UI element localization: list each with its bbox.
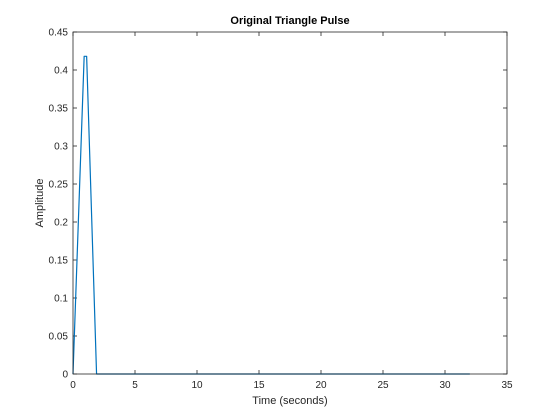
y-tick-label: 0 (62, 370, 68, 381)
plot-area (73, 32, 507, 374)
y-tick-label: 0.2 (54, 218, 68, 229)
y-tick-label: 0.35 (49, 104, 69, 115)
x-axis-label: Time (seconds) (252, 395, 327, 407)
axes-box (72, 31, 508, 375)
x-tick-label: 5 (132, 380, 138, 391)
y-tick-label: 0.3 (54, 142, 68, 153)
y-tick-label: 0.05 (49, 332, 69, 343)
y-tick-label: 0.25 (49, 180, 69, 191)
x-tick-label: 20 (315, 380, 327, 391)
x-tick-label: 10 (191, 380, 203, 391)
y-tick-label: 0.45 (49, 28, 69, 39)
x-tick-label: 0 (70, 380, 76, 391)
y-tick-label: 0.4 (54, 66, 68, 77)
y-axis-label: Amplitude (34, 179, 46, 228)
y-tick-label: 0.15 (49, 256, 69, 267)
x-tick-label: 25 (377, 380, 389, 391)
x-tick-label: 35 (501, 380, 513, 391)
y-tick-label: 0.1 (54, 294, 68, 305)
x-tick-label: 15 (253, 380, 265, 391)
x-tick-label: 30 (439, 380, 451, 391)
chart-title: Original Triangle Pulse (230, 15, 349, 27)
